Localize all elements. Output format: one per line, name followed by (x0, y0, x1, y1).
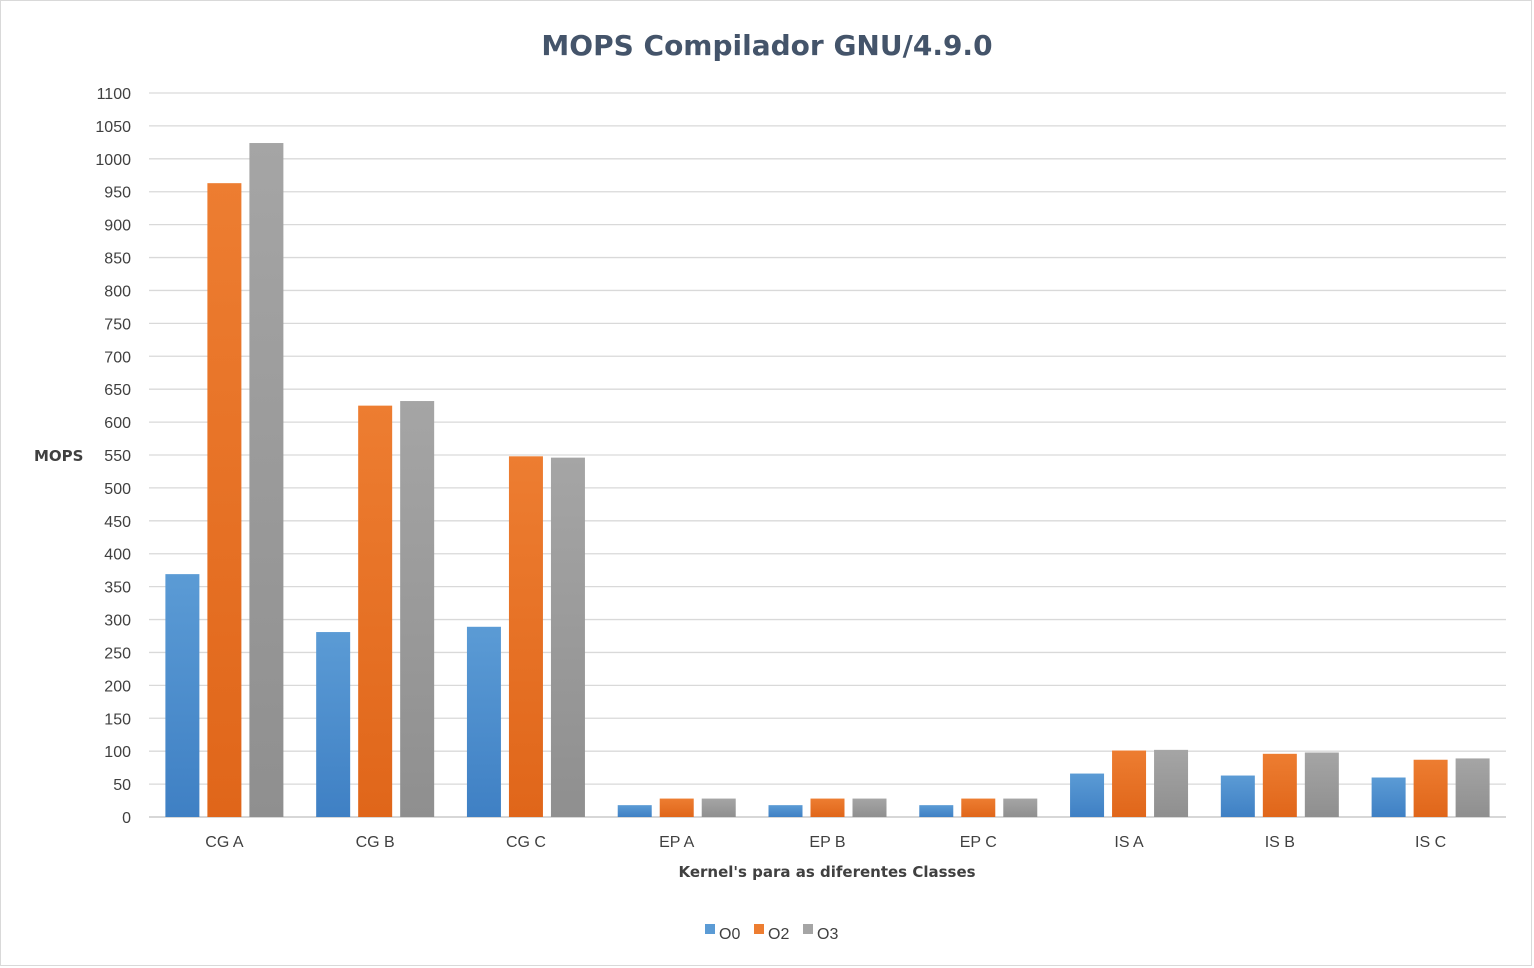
y-tick-label: 100 (104, 744, 131, 761)
x-tick-label: EP A (659, 834, 695, 851)
bar-o3-cg-c (550, 457, 585, 817)
x-tick-label: CG A (205, 834, 244, 851)
bar-o2-ep-b (810, 798, 845, 817)
legend-label-o2: O2 (768, 926, 789, 943)
y-tick-label: 500 (104, 481, 131, 498)
x-tick-label: CG C (506, 834, 546, 851)
y-axis-title: MOPS (34, 447, 83, 465)
bar-o3-cg-b (400, 401, 435, 817)
bar-o0-cg-b (316, 632, 351, 817)
bar-o3-ep-a (701, 798, 736, 817)
x-tick-label: IS C (1415, 834, 1446, 851)
y-tick-label: 550 (104, 448, 131, 465)
bars (165, 143, 1490, 818)
y-tick-label: 300 (104, 613, 131, 630)
bar-o2-cg-c (508, 456, 543, 817)
y-tick-label: 700 (104, 349, 131, 366)
bar-o2-is-b (1262, 753, 1297, 817)
legend-label-o3: O3 (817, 926, 838, 943)
bar-o3-is-b (1304, 752, 1339, 817)
y-tick-label: 450 (104, 514, 131, 531)
y-tick-label: 250 (104, 645, 131, 662)
y-tick-label: 1100 (97, 86, 132, 103)
y-tick-label: 200 (104, 678, 131, 695)
y-tick-label: 900 (104, 218, 131, 235)
y-tick-label: 800 (104, 283, 131, 300)
x-tick-label: IS B (1265, 834, 1295, 851)
bar-o3-is-c (1455, 758, 1490, 817)
bar-o2-is-c (1413, 759, 1448, 817)
y-axis-ticks: 0 50 100 150 200 250 300 350 400 450 500 550 600 650 7… (95, 86, 131, 827)
gridlines (149, 92, 1506, 818)
bar-o0-cg-a (165, 574, 200, 817)
bar-o3-is-a (1154, 749, 1189, 817)
legend-swatch-o2 (754, 924, 764, 934)
chart-title: MOPS Compilador GNU/4.9.0 (541, 29, 992, 62)
y-tick-label: 600 (104, 415, 131, 432)
bar-o2-ep-c (961, 798, 996, 817)
legend: O0 O2 O3 (705, 924, 838, 943)
y-tick-label: 50 (113, 777, 131, 794)
bar-o0-cg-c (466, 626, 501, 817)
y-tick-label: 1000 (95, 152, 131, 169)
bar-o2-cg-b (358, 405, 393, 817)
y-tick-label: 400 (104, 547, 131, 564)
y-tick-label: 650 (104, 382, 131, 399)
y-tick-label: 950 (104, 185, 131, 202)
bar-o3-ep-b (852, 798, 887, 817)
bar-o0-is-b (1220, 775, 1255, 817)
legend-swatch-o0 (705, 924, 715, 934)
y-tick-label: 0 (122, 810, 131, 827)
bar-o0-ep-c (919, 805, 954, 817)
y-tick-label: 350 (104, 580, 131, 597)
x-axis-ticks: CG A CG B CG C EP A EP B EP C IS A IS B IS C (205, 834, 1446, 851)
bar-o3-cg-a (249, 143, 284, 817)
x-axis-title: Kernel's para as diferentes Classes (678, 863, 975, 881)
y-tick-label: 750 (104, 316, 131, 333)
bar-o2-ep-a (659, 798, 694, 817)
x-tick-label: IS A (1114, 834, 1144, 851)
y-tick-label: 1050 (95, 119, 131, 136)
y-tick-label: 850 (104, 251, 131, 268)
bar-o0-is-c (1371, 777, 1406, 817)
x-tick-label: CG B (356, 834, 395, 851)
legend-swatch-o3 (803, 924, 813, 934)
bar-o0-is-a (1070, 773, 1105, 817)
bar-o3-ep-c (1003, 798, 1038, 817)
bar-o2-is-a (1112, 750, 1147, 817)
y-tick-label: 150 (104, 711, 131, 728)
x-tick-label: EP B (809, 834, 845, 851)
bar-o0-ep-b (768, 805, 803, 817)
x-tick-label: EP C (960, 834, 997, 851)
bar-o0-ep-a (617, 805, 652, 817)
legend-label-o0: O0 (719, 926, 740, 943)
bar-o2-cg-a (207, 183, 242, 818)
